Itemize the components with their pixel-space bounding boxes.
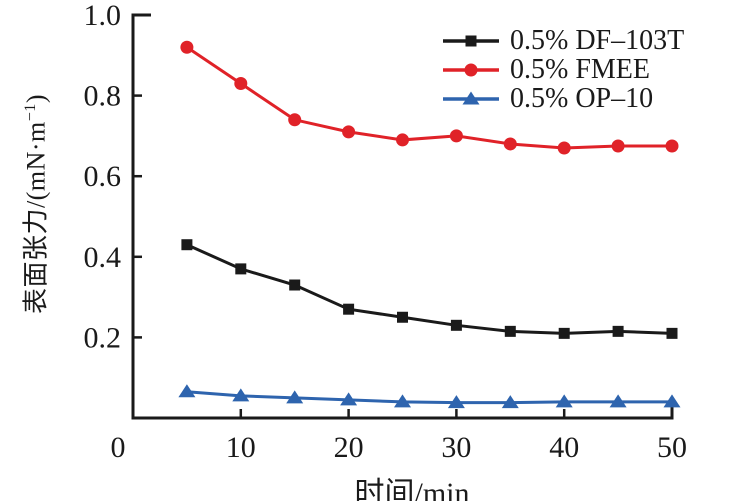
y-axis-label-superscript: −1 [21, 103, 39, 122]
square-marker-icon [397, 311, 408, 323]
square-marker-icon [666, 327, 678, 339]
y-tick-label: 0.6 [84, 160, 122, 193]
series-triangle [178, 384, 681, 409]
square-marker-icon [450, 319, 462, 331]
x-tick-label: 20 [334, 431, 364, 464]
triangle-marker-icon [609, 394, 627, 408]
legend: 0.5% DF–103T 0.5% FMEE 0.5% OP–10 [441, 26, 684, 113]
square-marker-icon [558, 327, 570, 339]
legend-item: 0.5% DF–103T [441, 26, 684, 55]
x-tick-label: 30 [441, 431, 471, 464]
square-marker-icon [181, 239, 193, 251]
circle-marker-icon [288, 113, 302, 127]
x-tick-label: 40 [549, 431, 579, 464]
square-marker-icon [289, 279, 301, 291]
circle-marker-icon [464, 63, 478, 76]
y-tick-label: 0.4 [84, 241, 122, 274]
square-marker-icon [343, 303, 355, 315]
triangle-marker-icon [286, 390, 304, 404]
y-tick-label: 1.0 [84, 0, 122, 32]
legend-label: 0.5% FMEE [510, 53, 650, 85]
triangle-marker-icon [340, 392, 358, 406]
x-tick-label: 50 [657, 431, 687, 464]
triangle-marker-icon [555, 394, 573, 408]
y-tick-label: 0.8 [84, 80, 122, 113]
circle-marker-icon [180, 40, 194, 54]
legend-label: 0.5% OP–10 [510, 82, 654, 114]
circle-marker-icon [665, 139, 679, 153]
circle-marker-icon [557, 141, 571, 155]
series-square [181, 239, 678, 339]
y-tick-label: 0.2 [84, 321, 122, 354]
square-marker-icon [504, 325, 516, 337]
circle-marker-icon [234, 77, 248, 91]
circle-marker-icon [342, 125, 356, 139]
triangle-marker-icon [232, 388, 250, 402]
legend-line-circle-icon [443, 63, 499, 76]
y-axis-label-suffix: ) [21, 93, 51, 104]
series-line [186, 390, 672, 405]
y-axis-label-text: 表面张力/(mN·m [21, 121, 51, 315]
circle-marker-icon [449, 129, 463, 143]
legend-label: 0.5% DF–103T [510, 24, 685, 56]
series-line [186, 45, 672, 150]
y-axis-label: 表面张力/(mN·m−1) [16, 94, 53, 314]
circle-marker-icon [396, 133, 409, 147]
legend-line-square-icon [443, 35, 499, 46]
legend-item: 0.5% OP–10 [441, 84, 684, 113]
legend-item: 0.5% FMEE [441, 55, 684, 84]
triangle-marker-icon [178, 384, 196, 398]
legend-line-triangle-icon [443, 91, 499, 104]
circle-marker-icon [503, 137, 517, 151]
triangle-marker-icon [462, 91, 480, 104]
x-tick-label: 10 [226, 431, 256, 464]
circle-marker-icon [611, 139, 625, 153]
triangle-marker-icon [663, 394, 681, 408]
series-circle [180, 40, 679, 155]
square-marker-icon [465, 35, 477, 46]
square-marker-icon [235, 263, 247, 275]
x-tick-label: 0 [111, 431, 126, 464]
triangle-marker-icon [394, 394, 411, 408]
triangle-marker-icon [501, 395, 519, 409]
square-marker-icon [612, 325, 624, 337]
x-axis-label: 时间/min [354, 477, 470, 501]
series-line [186, 243, 673, 335]
triangle-marker-icon [447, 395, 465, 409]
